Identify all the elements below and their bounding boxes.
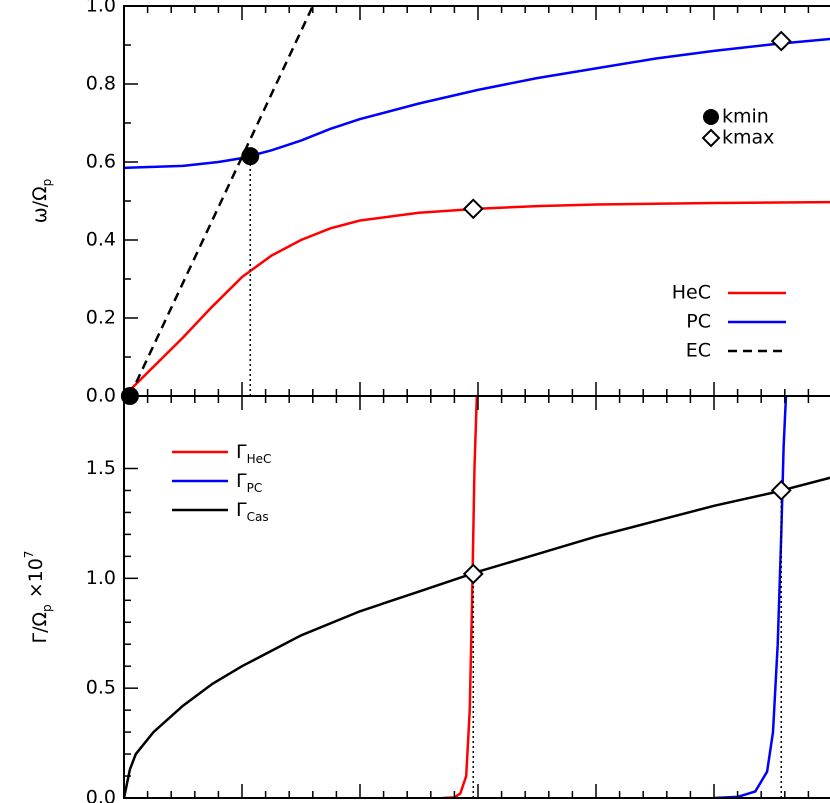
legend-name: Γ: [236, 470, 247, 492]
y-tick-label: 0.0: [86, 787, 116, 803]
legend-label: ΓPC: [236, 470, 262, 495]
legend-label: HeC: [672, 282, 711, 304]
legend-label: ΓCas: [236, 499, 269, 524]
legend-sub: HeC: [247, 452, 272, 466]
plot-area: [124, 6, 830, 396]
legend-label: EC: [686, 340, 711, 362]
marker: [462, 198, 484, 220]
marker: [462, 563, 484, 585]
axes-frame: [123, 5, 830, 397]
y-label-sub: p: [40, 604, 54, 612]
marker: [241, 147, 260, 166]
y-tick-label: 1.0: [86, 567, 116, 589]
y-tick-label: 0.6: [86, 151, 116, 173]
y-tick-label: 0.5: [86, 677, 116, 699]
data-line: [124, 37, 830, 170]
y-tick-label: 1.5: [86, 457, 116, 479]
y-label-main: ω/Ω: [29, 186, 51, 223]
data-line: [713, 396, 788, 798]
legend-marker: [703, 109, 719, 125]
plot-area: [124, 396, 830, 798]
legend-label: ΓHeC: [236, 441, 271, 466]
axes-frame: [123, 395, 830, 799]
y-tick-label: 0.0: [86, 385, 116, 407]
data-line: [128, 6, 314, 396]
legend-label: PC: [686, 311, 711, 333]
y-tick-label: 0.2: [86, 307, 116, 329]
y-tick-label: 0.4: [86, 229, 116, 251]
y-axis-label: ω/Ωp: [29, 179, 54, 223]
y-axis-label: Γ/Ωp ×107: [22, 551, 54, 644]
marker: [770, 480, 792, 501]
y-tick-label: 1.0: [86, 0, 116, 17]
y-label-main: Γ/Ω: [29, 612, 51, 644]
y-label-mult: ×10: [25, 558, 47, 604]
legend-label: kmin: [722, 106, 769, 128]
y-label-sub: p: [40, 179, 54, 187]
legend-marker: [701, 128, 721, 148]
marker: [770, 30, 792, 52]
y-tick-label: 0.8: [86, 73, 116, 95]
data-line: [124, 476, 830, 798]
y-label-sup: 7: [22, 551, 36, 559]
data-line: [124, 200, 830, 396]
legend-label: kmax: [722, 127, 774, 149]
legend-sub: Cas: [247, 510, 269, 524]
legend-sub: PC: [247, 481, 263, 495]
legend-name: Γ: [236, 499, 247, 521]
data-line: [442, 396, 479, 798]
legend-name: Γ: [236, 441, 247, 463]
